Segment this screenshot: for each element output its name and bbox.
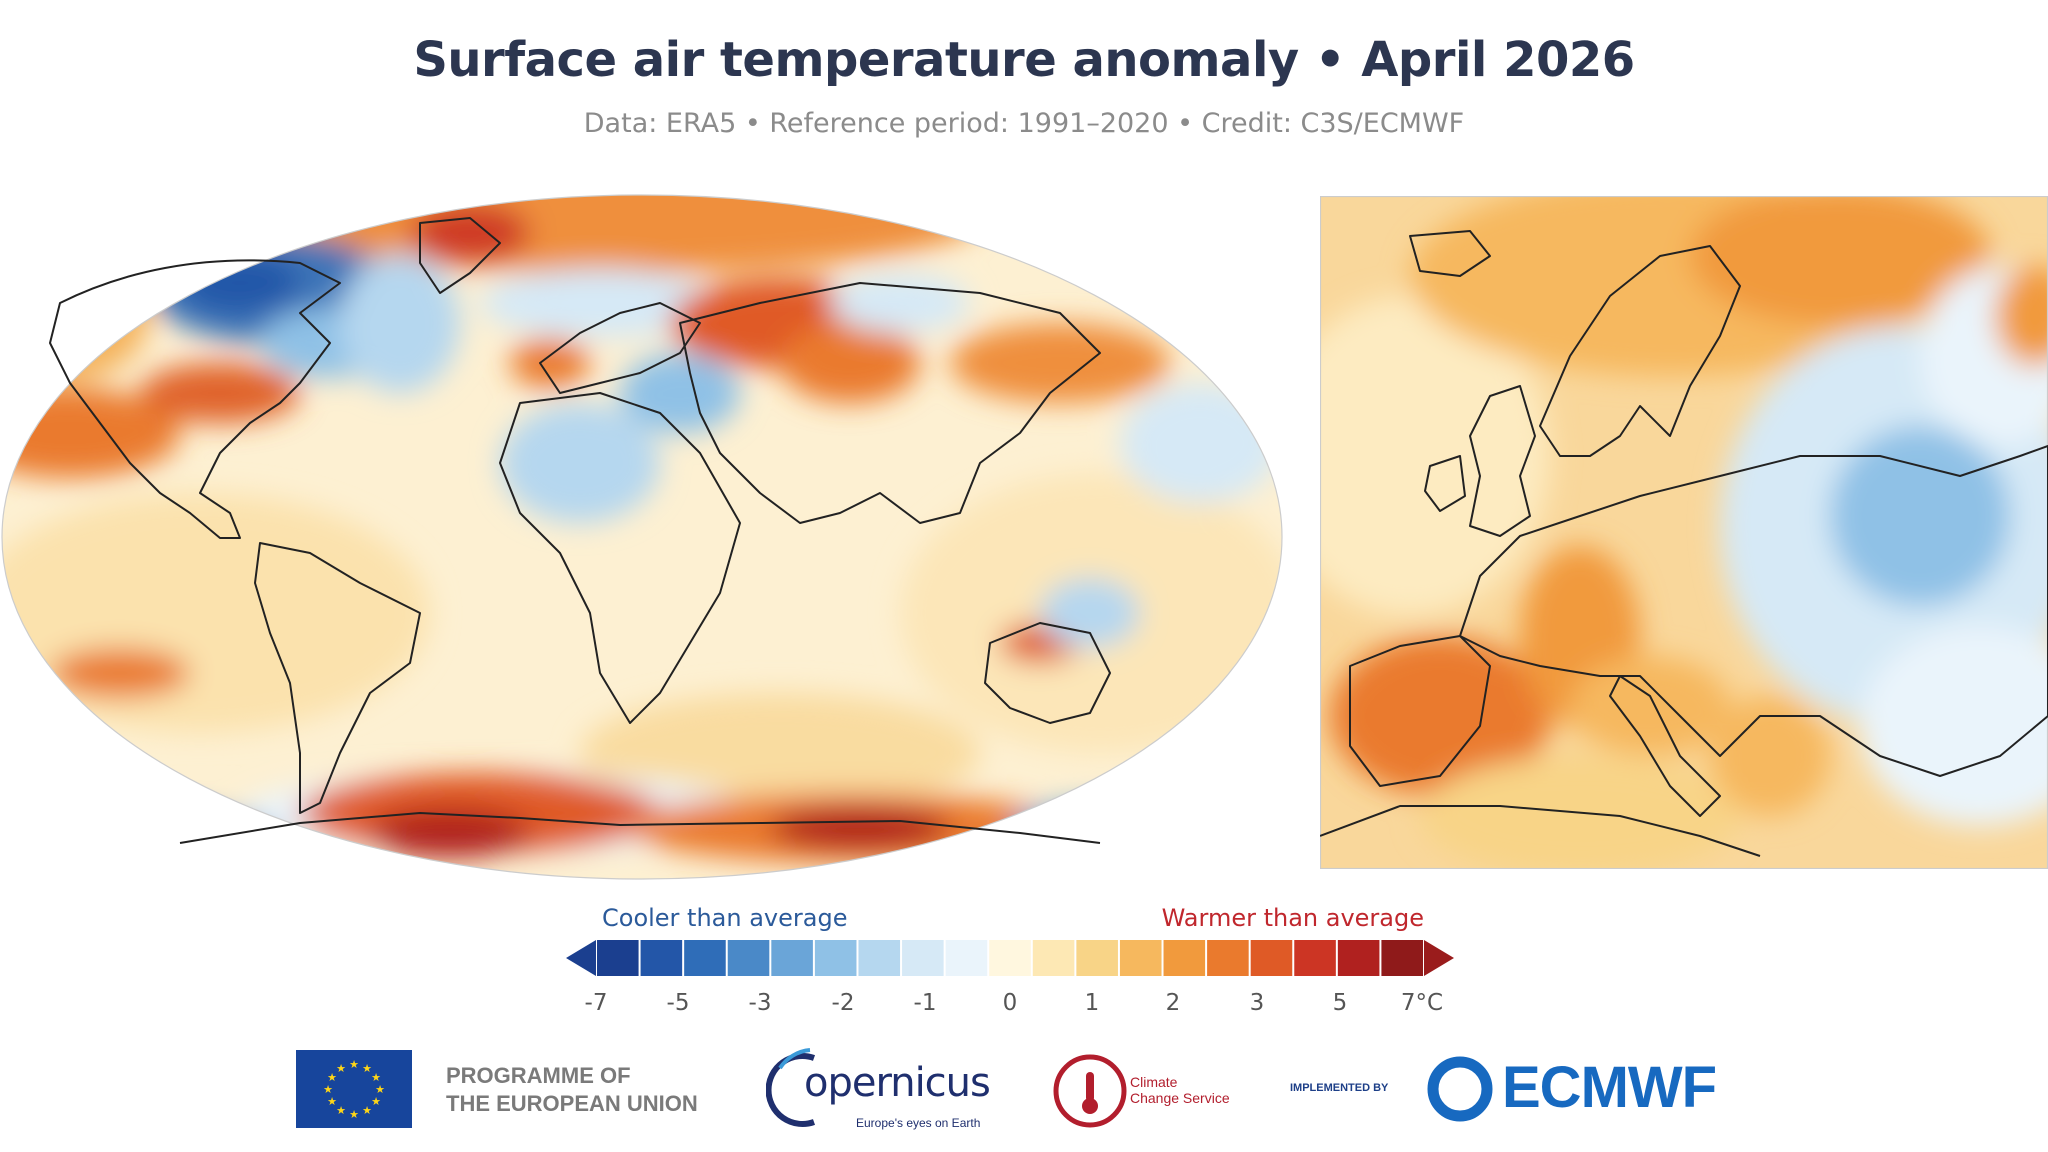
colorbar-swatch <box>1381 940 1423 976</box>
colorbar-swatch <box>1337 940 1380 976</box>
page-title: Surface air temperature anomaly • April … <box>413 32 1635 88</box>
ecmwf-logo: ECMWF <box>1420 1054 1740 1124</box>
colorbar-swatch <box>1207 940 1249 976</box>
colorbar: -7 -5 -3 -2 -1 0 1 2 3 5 7°C <box>566 940 1454 1016</box>
colorbar-tick-label: -2 <box>832 990 855 1016</box>
europe-anomaly-map <box>1320 196 2048 869</box>
c3s-text: Climate Change Service <box>1130 1074 1230 1106</box>
cooler-label: Cooler than average <box>602 904 848 932</box>
c3s-line-2: Change Service <box>1130 1090 1230 1106</box>
colorbar-swatch <box>727 940 770 976</box>
colorbar-tick-label: -7 <box>585 990 608 1016</box>
svg-text:★: ★ <box>327 1095 337 1108</box>
world-anomaly-map <box>1 194 1283 880</box>
colorbar-tick-label: -3 <box>749 990 772 1016</box>
colorbar-swatch <box>1294 940 1336 976</box>
svg-text:★: ★ <box>349 1108 359 1121</box>
colorbar-swatch <box>771 940 813 976</box>
svg-text:★: ★ <box>336 1104 346 1117</box>
eu-line-2: THE EUROPEAN UNION <box>446 1091 698 1116</box>
colorbar-swatch <box>597 940 639 976</box>
copernicus-tagline: Europe's eyes on Earth <box>856 1116 981 1130</box>
colorbar-swatch <box>640 940 683 976</box>
implemented-by-label: IMPLEMENTED BY <box>1290 1082 1389 1094</box>
svg-text:★: ★ <box>349 1058 359 1071</box>
colorbar-tick-label: 1 <box>1085 990 1100 1016</box>
colorbar-arrow-cool <box>566 940 596 976</box>
svg-text:★: ★ <box>375 1083 385 1096</box>
colorbar-swatch <box>858 940 901 976</box>
copernicus-wordmark: opernicus <box>804 1060 991 1106</box>
svg-text:★: ★ <box>371 1095 381 1108</box>
c3s-line-1: Climate <box>1130 1074 1178 1090</box>
svg-text:★: ★ <box>336 1062 346 1075</box>
colorbar-tick-label: -1 <box>914 990 937 1016</box>
colorbar-swatch <box>814 940 857 976</box>
colorbar-swatch <box>1076 940 1118 976</box>
colorbar-tick-label: 5 <box>1333 990 1348 1016</box>
svg-text:★: ★ <box>327 1071 337 1084</box>
colorbar-tick-label: 2 <box>1166 990 1181 1016</box>
colorbar-legend: Cooler than average Warmer than average … <box>560 900 1460 1030</box>
svg-text:★: ★ <box>323 1083 333 1096</box>
copernicus-logo: opernicus Europe's eyes on Earth <box>766 1044 998 1134</box>
colorbar-arrow-warm <box>1424 940 1454 976</box>
eu-flag-icon: ★ ★ ★ ★ ★ ★ ★ ★ ★ ★ ★ ★ <box>296 1050 412 1128</box>
colorbar-swatch <box>902 940 944 976</box>
c3s-logo: Climate Change Service <box>1050 1044 1240 1134</box>
colorbar-swatch <box>684 940 726 976</box>
colorbar-swatch <box>1032 940 1075 976</box>
colorbar-tick-label: -5 <box>667 990 690 1016</box>
colorbar-swatch <box>989 940 1031 976</box>
colorbar-tick-label: 7°C <box>1401 990 1443 1016</box>
page-subtitle: Data: ERA5 • Reference period: 1991–2020… <box>583 108 1465 139</box>
colorbar-swatch <box>1119 940 1162 976</box>
eu-programme-text: PROGRAMME OF THE EUROPEAN UNION <box>446 1062 698 1118</box>
ecmwf-wordmark: ECMWF <box>1502 1055 1717 1120</box>
svg-text:★: ★ <box>371 1071 381 1084</box>
svg-text:★: ★ <box>362 1104 372 1117</box>
colorbar-tick-label: 0 <box>1003 990 1018 1016</box>
colorbar-tick-label: 3 <box>1250 990 1265 1016</box>
warmer-label: Warmer than average <box>1161 904 1424 932</box>
colorbar-swatch <box>945 940 988 976</box>
colorbar-swatch <box>1250 940 1293 976</box>
footer-logos: ★ ★ ★ ★ ★ ★ ★ ★ ★ ★ ★ ★ PROGRAMME OF THE EUROPEA… <box>0 1040 2048 1152</box>
eu-line-1: PROGRAMME OF <box>446 1063 631 1088</box>
svg-text:★: ★ <box>362 1062 372 1075</box>
colorbar-swatch <box>1163 940 1206 976</box>
